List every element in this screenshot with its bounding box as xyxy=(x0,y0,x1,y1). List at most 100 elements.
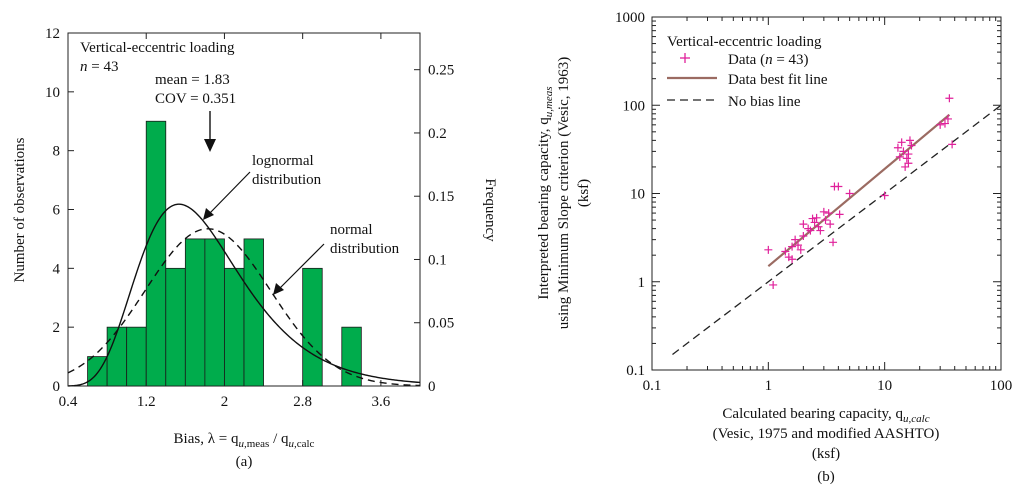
histogram-right-axis-label: Frequency xyxy=(482,178,498,242)
data-point xyxy=(781,247,790,256)
no-bias-line xyxy=(672,104,1002,355)
scatter-plot-frame xyxy=(651,16,1002,371)
legend-title: Vertical-eccentric loading xyxy=(667,34,822,50)
lognormal-label-line2: distribution xyxy=(252,172,322,188)
x-tick-label: 3.6 xyxy=(372,394,391,410)
cov-label: COV = 0.351 xyxy=(155,91,236,107)
x-tick-label: 2 xyxy=(221,394,229,410)
data-point xyxy=(897,138,906,147)
histogram-bar xyxy=(204,238,225,387)
scatter-y-axis-label-line3: (ksf) xyxy=(576,179,592,207)
data-point xyxy=(834,182,843,191)
legend-best-fit-label: Data best fit line xyxy=(728,72,828,88)
xlabel-prefix: Bias, λ = q xyxy=(174,431,239,447)
data-point xyxy=(835,210,844,219)
scatter-x-tick-label: 1 xyxy=(765,378,773,394)
xlabel-sub2b: calc xyxy=(297,438,315,450)
scatter-lines xyxy=(672,104,1002,355)
y-tick-label: 4 xyxy=(53,261,61,277)
y-tick-label: 0 xyxy=(53,379,61,395)
data-point xyxy=(936,120,945,129)
scatter-xlabel-prefix: Calculated bearing capacity, q xyxy=(722,406,903,422)
data-point xyxy=(948,140,957,149)
histogram-bar xyxy=(145,120,167,387)
histogram-bar xyxy=(106,326,128,387)
histogram-n-value: = 43 xyxy=(88,59,119,75)
data-point xyxy=(814,222,823,231)
y-right-tick-label: 0.25 xyxy=(428,63,454,79)
y-tick-label: 2 xyxy=(53,320,61,336)
scatter-ylabel-prefix: Interpreted bearing capacity, q xyxy=(536,117,552,300)
scatter-ylabel-sub: u,meas xyxy=(543,86,555,117)
scatter-legend: Vertical-eccentric loading Data (n = 43)… xyxy=(667,34,828,110)
normal-label-line1: normal xyxy=(330,222,373,238)
scatter-y-tick-label: 100 xyxy=(623,98,646,114)
y-right-tick-label: 0.15 xyxy=(428,189,454,205)
histogram-bar xyxy=(341,326,362,387)
data-point xyxy=(808,214,817,223)
scatter-x-axis-label-line2: (Vesic, 1975 and modified AASHTO) xyxy=(713,426,940,442)
data-point xyxy=(905,136,914,145)
scatter-y-tick-label: 0.1 xyxy=(626,363,645,379)
data-point xyxy=(826,220,835,229)
y-tick-label: 6 xyxy=(53,203,61,219)
data-point xyxy=(845,189,854,198)
data-point xyxy=(794,241,803,250)
histogram-bars xyxy=(87,120,362,387)
legend-data-label: Data (n = 43) xyxy=(728,52,809,68)
scatter-y-axis-label-line1: Interpreted bearing capacity, qu,meas xyxy=(536,86,555,299)
legend-data-prefix: Data ( xyxy=(728,52,765,68)
data-point xyxy=(791,235,800,244)
histogram-loading-title: Vertical-eccentric loading xyxy=(80,40,235,56)
histogram-ticks: 0.4 1.2 2 2.8 3.6 0 2 4 6 8 10 12 0 0.05 0.1 0.15 0.2 0.2… xyxy=(45,26,454,410)
data-point xyxy=(893,143,902,152)
scatter-y-tick-label: 10 xyxy=(630,187,645,203)
data-point xyxy=(796,245,805,254)
legend-data-suffix: = 43) xyxy=(773,52,809,68)
data-point xyxy=(788,255,797,264)
data-point xyxy=(821,216,830,225)
legend-data-italic: n xyxy=(765,52,773,68)
xlabel-sub1: u, xyxy=(238,438,247,450)
histogram-bar xyxy=(302,267,323,387)
scatter-panel: 0.1 1 10 100 0.1 1 10 100 1000 Vertical-eccentri… xyxy=(536,10,1012,485)
y-right-tick-label: 0 xyxy=(428,379,436,395)
normal-label-line2: distribution xyxy=(330,241,400,257)
data-point xyxy=(812,213,821,222)
scatter-y-tick-label: 1 xyxy=(638,275,646,291)
lognormal-label-line1: lognormal xyxy=(252,153,314,169)
data-point xyxy=(902,154,911,163)
data-point xyxy=(806,226,815,235)
data-point xyxy=(819,207,828,216)
data-point xyxy=(788,242,797,251)
scatter-x-axis-label-line3: (ksf) xyxy=(812,446,840,462)
data-point xyxy=(904,150,913,159)
x-tick-label: 2.8 xyxy=(293,394,312,410)
panel-b-label: (b) xyxy=(817,469,835,485)
scatter-x-axis-label: Calculated bearing capacity, qu,calc xyxy=(722,406,929,425)
y-right-tick-label: 0.1 xyxy=(428,252,447,268)
y-right-tick-label: 0.05 xyxy=(428,316,454,332)
data-point xyxy=(880,191,889,200)
scatter-y-axis-label-line2: using Minimum Slope criterion (Vesic, 19… xyxy=(556,57,572,329)
normal-arrow xyxy=(273,243,325,295)
data-point xyxy=(824,209,833,218)
histogram-bar xyxy=(243,238,264,387)
data-point xyxy=(943,114,952,123)
distribution-curves xyxy=(67,203,421,387)
lognormal-curve xyxy=(67,203,421,387)
histogram-n-symbol: n xyxy=(80,59,88,75)
histogram-n-label: n = 43 xyxy=(80,59,118,75)
scatter-x-tick-label: 10 xyxy=(877,378,892,394)
histogram-x-axis-label: Bias, λ = qu,meas / qu,calc xyxy=(174,431,315,450)
data-point xyxy=(799,231,808,240)
data-point xyxy=(904,159,913,168)
best-fit-line xyxy=(767,113,951,268)
scatter-xlabel-sub: u,calc xyxy=(903,413,930,425)
xlabel-mid: / q xyxy=(269,431,289,447)
y-tick-label: 12 xyxy=(45,26,60,42)
data-point xyxy=(940,119,949,128)
y-right-tick-label: 0.2 xyxy=(428,126,447,142)
data-point xyxy=(829,238,838,247)
